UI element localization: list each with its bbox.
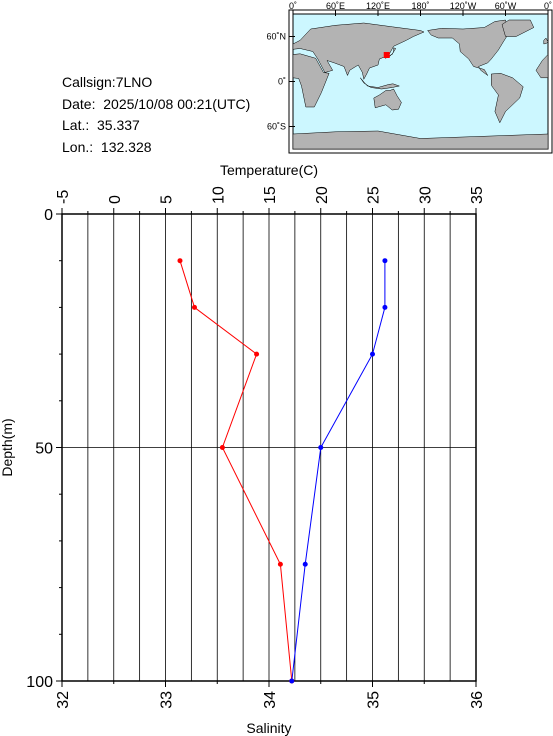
depth-tick-label: 0 (44, 207, 53, 224)
salinity-tick-label: 33 (159, 691, 176, 709)
station-info: Callsign:7LNO Date: 2025/10/08 00:21(UTC… (62, 72, 250, 158)
map-lat-label: 0˚ (278, 77, 286, 87)
north-america-land (427, 19, 510, 76)
temperature-line (179, 260, 293, 682)
salinity-axis-title: Salinity (246, 720, 291, 736)
station-marker (383, 51, 390, 58)
map-lat-label: 60˚N (266, 32, 286, 42)
salinity-point (289, 678, 295, 684)
uk-land (543, 37, 549, 45)
temperature-axis-title: Temperature(C) (220, 162, 318, 178)
temperature-tick-label: 20 (314, 186, 331, 204)
map-lon-label: 0˚ (289, 1, 297, 11)
south-america-land (491, 73, 524, 124)
temperature-tick-label: 15 (262, 186, 279, 204)
temperature-tick-label: 35 (469, 186, 486, 204)
indonesia-land (360, 77, 401, 90)
salinity-point (318, 445, 324, 450)
depth-tick-label: 100 (26, 674, 53, 691)
salinity-tick-label: 36 (469, 691, 486, 709)
salinity-point (382, 304, 388, 310)
temperature-point (277, 561, 283, 567)
map-lon-label: 120˚E (366, 1, 390, 11)
temperature-tick-label: 10 (210, 186, 227, 204)
salinity-point (302, 561, 308, 567)
salinity-tick-label: 34 (262, 691, 279, 709)
date-text: Date: 2025/10/08 00:21(UTC) (62, 95, 251, 112)
map-lon-label: 120˚W (450, 1, 477, 11)
callsign-text: Callsign:7LNO (62, 74, 153, 90)
temperature-tick-label: -5 (55, 190, 72, 204)
temperature-tick-label: 30 (417, 186, 434, 204)
temperature-point (191, 304, 197, 310)
map-lon-label: 60˚W (495, 1, 517, 11)
depth-tick-label: 50 (35, 441, 53, 458)
temperature-point (177, 258, 183, 264)
temperature-tick-label: 25 (366, 186, 383, 204)
salinity-point (382, 258, 388, 264)
salinity-tick-label: 35 (366, 691, 383, 709)
australia-land (373, 88, 402, 111)
map-lon-label: 60˚E (326, 1, 345, 11)
map-lon-label: 180˚ (411, 1, 429, 11)
salinity-line (291, 260, 386, 682)
salinity-point (370, 351, 375, 357)
greenland-land (501, 19, 535, 37)
map-lon-label: 0˚ (544, 1, 552, 11)
africa-land (292, 53, 330, 108)
temperature-point (254, 351, 260, 357)
latitude-text: Lat.: 35.337 (62, 117, 140, 133)
antarctica-land (292, 130, 549, 150)
temperature-tick-label: 5 (159, 195, 176, 204)
salinity-tick-label: 32 (55, 691, 72, 709)
longitude-text: Lon.: 132.328 (62, 138, 152, 155)
west-africa-iberia-land (535, 53, 549, 79)
world-map: 0˚ 60˚E 120˚E 180˚ 120˚W 60˚W 0˚ 60˚N 0˚ 60˚S (266, 1, 553, 154)
map-lat-label: 60˚S (267, 122, 286, 132)
temperature-tick-label: 0 (107, 195, 124, 204)
depth-axis-title: Depth(m) (0, 418, 15, 476)
temperature-point (219, 445, 225, 450)
